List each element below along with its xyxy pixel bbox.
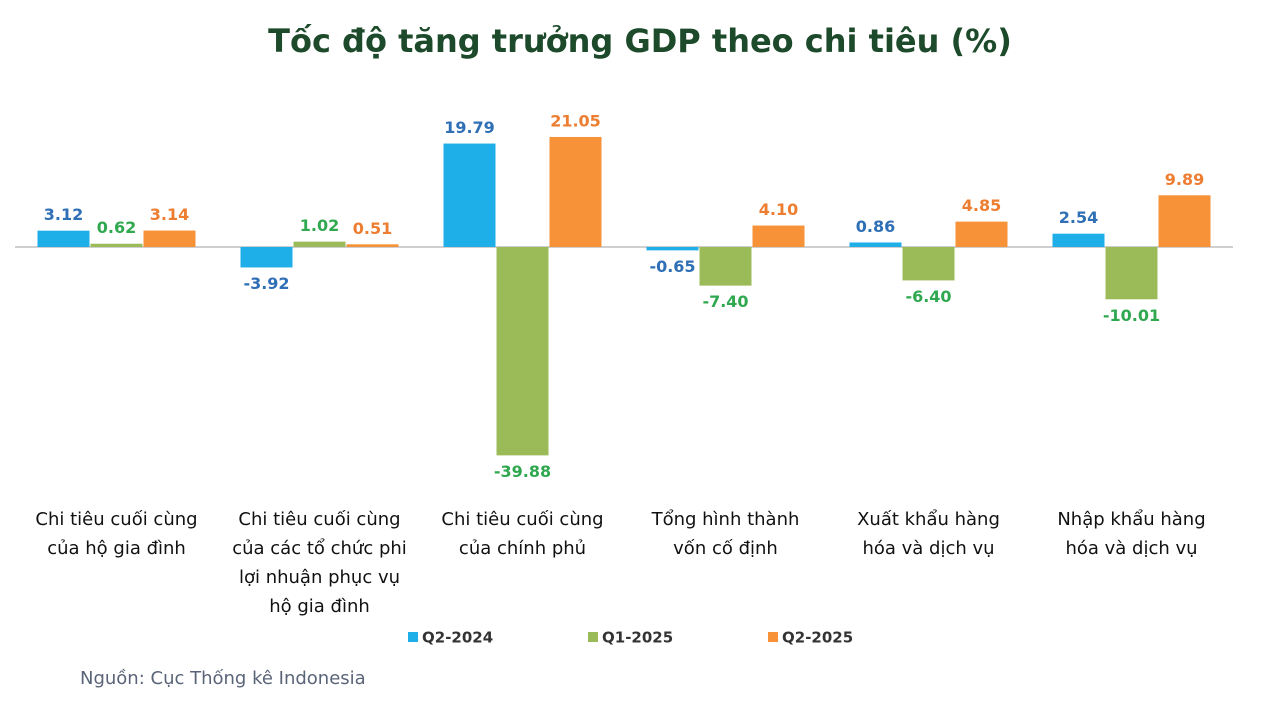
bar [293, 241, 346, 247]
value-label: -6.40 [905, 287, 951, 306]
bar [902, 246, 955, 281]
bar [90, 243, 143, 247]
value-label: 4.85 [962, 196, 1001, 215]
value-label: -10.01 [1103, 306, 1160, 325]
bar [143, 230, 196, 247]
bar [346, 244, 399, 247]
legend-swatch [408, 632, 418, 642]
legend-label: Q2-2025 [782, 629, 853, 647]
bar [699, 246, 752, 286]
bar [1158, 195, 1211, 247]
value-label: -39.88 [494, 462, 551, 481]
value-label: -7.40 [702, 292, 748, 311]
x-tick-label: Tổng hình thành vốn cố định [651, 509, 800, 559]
value-label: -0.65 [649, 257, 695, 276]
value-label: 4.10 [759, 200, 798, 219]
value-label: 19.79 [444, 118, 495, 137]
bar [496, 246, 549, 456]
value-label: 0.51 [353, 219, 392, 238]
value-label: 3.14 [150, 205, 189, 224]
value-label: 21.05 [550, 111, 601, 130]
bar [646, 246, 699, 251]
x-tick-label: Chi tiêu cuối cùng của các tổ chức phi l… [232, 509, 407, 617]
value-label: 0.86 [856, 217, 895, 236]
legend-swatch [768, 632, 778, 642]
legend-label: Q1-2025 [602, 629, 673, 647]
x-tick-label: Chi tiêu cuối cùng của hộ gia đình [35, 509, 198, 559]
bar [849, 242, 902, 247]
value-label: 1.02 [300, 216, 339, 235]
value-label: 2.54 [1059, 208, 1098, 227]
bar [955, 221, 1008, 247]
x-tick-label: Xuất khẩu hàng hóa và dịch vụ [857, 509, 1000, 559]
chart-title: Tốc độ tăng trưởng GDP theo chi tiêu (%) [268, 22, 1012, 60]
bar [37, 230, 90, 247]
bar [1052, 233, 1105, 247]
legend-label: Q2-2024 [422, 629, 493, 647]
source-note: Nguồn: Cục Thống kê Indonesia [80, 668, 366, 689]
x-tick-label: Nhập khẩu hàng hóa và dịch vụ [1057, 509, 1206, 559]
value-label: 9.89 [1165, 170, 1204, 189]
value-label: -3.92 [243, 274, 289, 293]
bar [443, 143, 496, 247]
bar [1105, 246, 1158, 300]
value-label: 0.62 [97, 218, 136, 237]
bar [240, 246, 293, 268]
legend-swatch [588, 632, 598, 642]
bar [752, 225, 805, 247]
bar [549, 136, 602, 247]
value-label: 3.12 [44, 205, 83, 224]
x-tick-label: Chi tiêu cuối cùng của chính phủ [441, 509, 604, 559]
